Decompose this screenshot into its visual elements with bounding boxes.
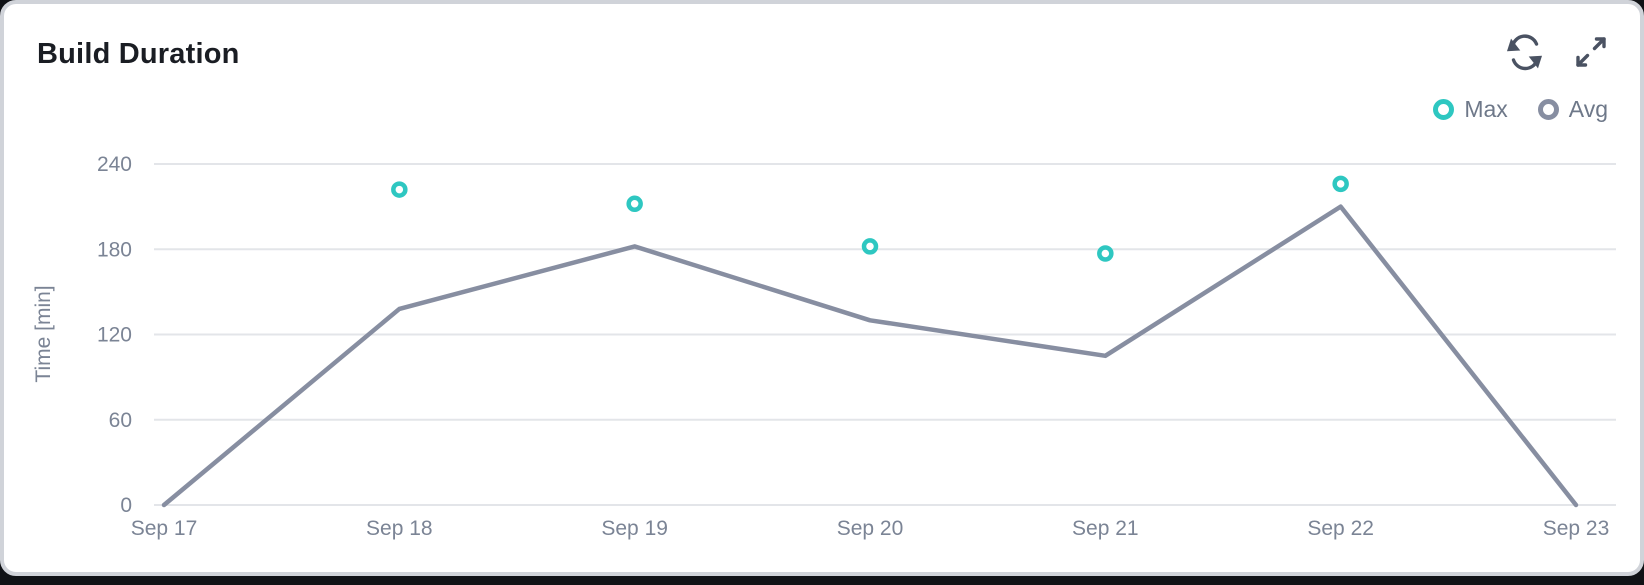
- max-point[interactable]: [391, 181, 408, 198]
- max-point[interactable]: [1097, 245, 1114, 262]
- max-point[interactable]: [1332, 175, 1349, 193]
- legend-label-max: Max: [1464, 96, 1508, 122]
- y-axis-title: Time [min]: [32, 285, 55, 382]
- x-tick-label: Sep 17: [131, 517, 198, 540]
- legend-label-avg: Avg: [1568, 96, 1608, 122]
- expand-icon: [1569, 30, 1613, 77]
- avg-line[interactable]: [161, 204, 1579, 508]
- refresh-button[interactable]: [1502, 30, 1548, 76]
- x-tick-label: Sep 21: [1072, 517, 1139, 540]
- expand-button[interactable]: [1568, 30, 1614, 76]
- x-tick-label: Sep 18: [366, 517, 433, 540]
- legend-item-max[interactable]: Max: [1433, 96, 1508, 123]
- card-toolbar: [1502, 30, 1614, 76]
- max-point[interactable]: [861, 238, 879, 255]
- y-tick-label: 60: [109, 409, 132, 432]
- y-tick-label: 180: [97, 238, 132, 261]
- chart-plot-area: 0 60 120 180 240 Sep 17 Sep 18 Sep 19 Sep 20 Sep …: [4, 4, 1644, 580]
- max-legend-marker-icon: [1433, 99, 1455, 120]
- y-tick-label: 240: [97, 153, 132, 176]
- page-title: Build Duration: [37, 38, 240, 70]
- x-tick-label: Sep 22: [1307, 517, 1374, 540]
- y-tick-label: 120: [97, 324, 132, 347]
- chart-legend: Max Avg: [1433, 96, 1608, 123]
- avg-legend-marker-icon: [1537, 99, 1559, 120]
- max-point[interactable]: [626, 195, 643, 213]
- x-tick-label: Sep 23: [1543, 517, 1610, 540]
- y-tick-label: 0: [120, 494, 132, 517]
- x-tick-label: Sep 20: [837, 517, 904, 540]
- build-duration-chart: 0 60 120 180 240 Sep 17 Sep 18 Sep 19 Sep 20 Sep …: [32, 153, 1616, 540]
- x-tick-label: Sep 19: [601, 517, 668, 540]
- refresh-icon: [1503, 30, 1547, 77]
- legend-item-avg[interactable]: Avg: [1537, 96, 1608, 123]
